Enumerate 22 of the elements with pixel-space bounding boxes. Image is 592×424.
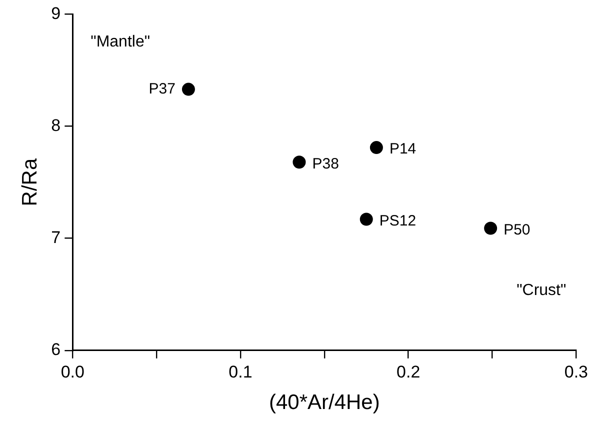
point — [292, 156, 306, 169]
annotation: P14 — [389, 140, 416, 158]
y-axis-title: R/Ra — [18, 158, 42, 206]
annotation: "Crust" — [516, 282, 566, 299]
x-axis-title: (40*Ar/4He) — [268, 391, 380, 414]
x-tick-label: 0.1 — [228, 362, 252, 382]
annotation: "Mantle" — [90, 34, 150, 51]
point — [484, 222, 498, 235]
point — [182, 82, 195, 96]
point — [360, 212, 373, 226]
x-tick-label: 0.0 — [60, 362, 84, 382]
point — [370, 141, 383, 154]
annotation: PS12 — [379, 212, 416, 230]
y-tick-label: 6 — [51, 340, 61, 360]
annotation: P38 — [312, 155, 339, 172]
annotation: P37 — [148, 80, 176, 98]
y-tick-label: 8 — [51, 116, 61, 135]
x-tick-label: 0.3 — [564, 362, 588, 382]
annotation: P50 — [504, 221, 530, 238]
y-tick-label: 7 — [51, 228, 61, 248]
y-tick-label: 9 — [51, 4, 61, 23]
x-tick-label: 0.2 — [396, 362, 420, 382]
